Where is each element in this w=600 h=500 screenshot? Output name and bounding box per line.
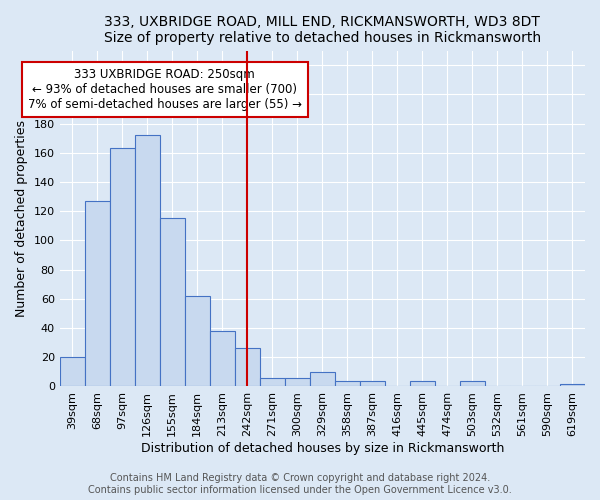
Bar — [135, 135, 160, 386]
X-axis label: Distribution of detached houses by size in Rickmansworth: Distribution of detached houses by size … — [140, 442, 504, 455]
Bar — [85, 201, 110, 386]
Bar — [335, 380, 360, 386]
Y-axis label: Number of detached properties: Number of detached properties — [15, 120, 28, 317]
Text: Contains HM Land Registry data © Crown copyright and database right 2024.
Contai: Contains HM Land Registry data © Crown c… — [88, 474, 512, 495]
Bar — [460, 380, 485, 386]
Bar — [285, 378, 310, 386]
Bar — [160, 218, 185, 386]
Bar — [210, 331, 235, 386]
Bar — [310, 372, 335, 386]
Bar — [410, 380, 435, 386]
Bar — [185, 296, 210, 386]
Bar — [235, 348, 260, 387]
Bar — [110, 148, 135, 386]
Text: 333 UXBRIDGE ROAD: 250sqm
← 93% of detached houses are smaller (700)
7% of semi-: 333 UXBRIDGE ROAD: 250sqm ← 93% of detac… — [28, 68, 302, 111]
Bar — [360, 380, 385, 386]
Bar — [59, 357, 85, 386]
Title: 333, UXBRIDGE ROAD, MILL END, RICKMANSWORTH, WD3 8DT
Size of property relative t: 333, UXBRIDGE ROAD, MILL END, RICKMANSWO… — [104, 15, 541, 45]
Bar — [260, 378, 285, 386]
Bar — [560, 384, 585, 386]
